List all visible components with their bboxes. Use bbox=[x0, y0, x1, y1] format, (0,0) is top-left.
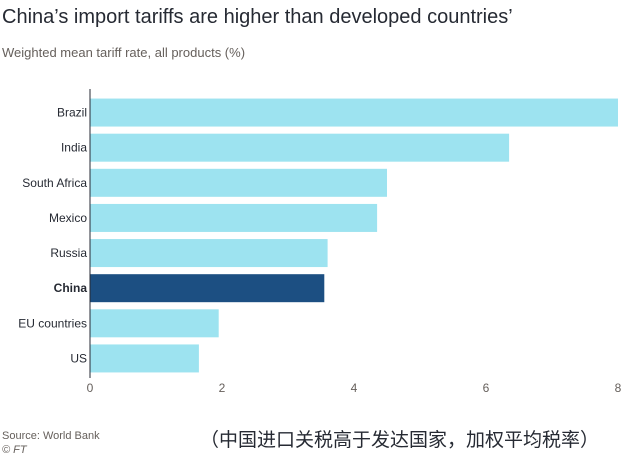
category-label: Russia bbox=[50, 246, 87, 260]
category-label: Mexico bbox=[49, 211, 87, 225]
copyright-text: © FT bbox=[2, 444, 27, 456]
x-tick-label: 2 bbox=[219, 381, 226, 395]
category-label: India bbox=[61, 141, 87, 155]
x-tick-label: 6 bbox=[483, 381, 490, 395]
bar-us bbox=[90, 344, 199, 373]
category-label: EU countries bbox=[18, 316, 87, 330]
bar-russia bbox=[90, 239, 328, 268]
x-tick-label: 0 bbox=[87, 381, 94, 395]
bar-china bbox=[90, 274, 325, 303]
bar-south-africa bbox=[90, 168, 387, 197]
chart-subtitle: Weighted mean tariff rate, all products … bbox=[2, 45, 246, 60]
category-label: Brazil bbox=[57, 106, 87, 120]
bar-brazil bbox=[90, 98, 618, 127]
bar-india bbox=[90, 133, 510, 162]
category-label: US bbox=[70, 351, 87, 365]
x-tick-label: 8 bbox=[615, 381, 622, 395]
chart-title: China’s import tariffs are higher than d… bbox=[2, 6, 513, 28]
bar-chart: Brazil India South Africa Mexico Russia China… bbox=[18, 89, 622, 395]
category-label: China bbox=[54, 281, 88, 295]
x-tick-label: 4 bbox=[351, 381, 358, 395]
category-label: South Africa bbox=[22, 176, 87, 190]
chinese-caption: （中国进口关税高于发达国家，加权平均税率） bbox=[200, 429, 600, 451]
bar-mexico bbox=[90, 203, 378, 232]
source-text: Source: World Bank bbox=[2, 430, 100, 442]
bar-eu-countries bbox=[90, 309, 219, 338]
source-note: Source: World Bank © FT bbox=[2, 429, 100, 457]
